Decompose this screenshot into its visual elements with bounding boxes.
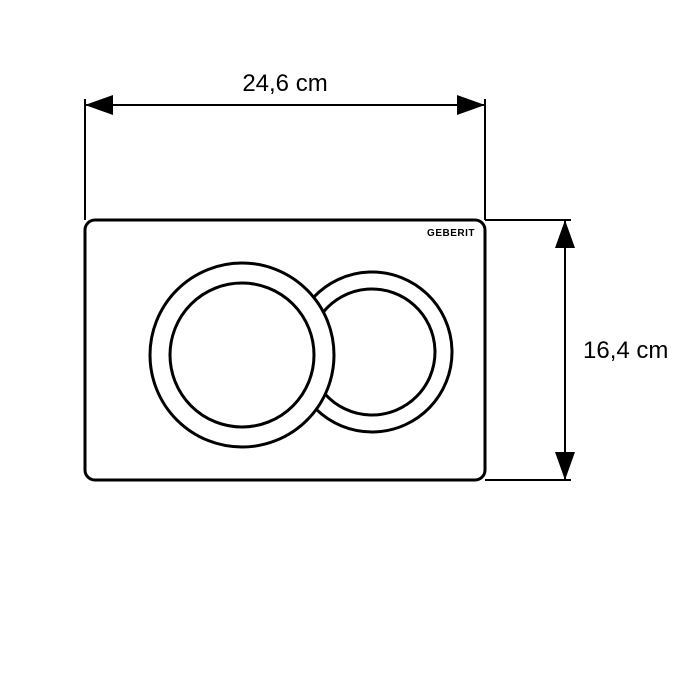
height-label: 16,4 cm bbox=[583, 337, 668, 364]
left-button-outer bbox=[150, 263, 334, 447]
width-label: 24,6 cm bbox=[242, 70, 327, 97]
arrowhead-up-icon bbox=[555, 220, 575, 248]
width-dimension: 24,6 cm bbox=[85, 70, 485, 220]
arrowhead-down-icon bbox=[555, 452, 575, 480]
right-button-inner bbox=[323, 289, 435, 415]
arrowhead-left-icon bbox=[85, 95, 113, 115]
height-dimension: 16,4 cm bbox=[485, 220, 668, 480]
brand-label: GEBERIT bbox=[427, 228, 475, 239]
arrowhead-right-icon bbox=[457, 95, 485, 115]
dimension-diagram: GEBERIT 24,6 cm 16,4 cm bbox=[0, 0, 700, 700]
flush-buttons bbox=[150, 263, 452, 447]
